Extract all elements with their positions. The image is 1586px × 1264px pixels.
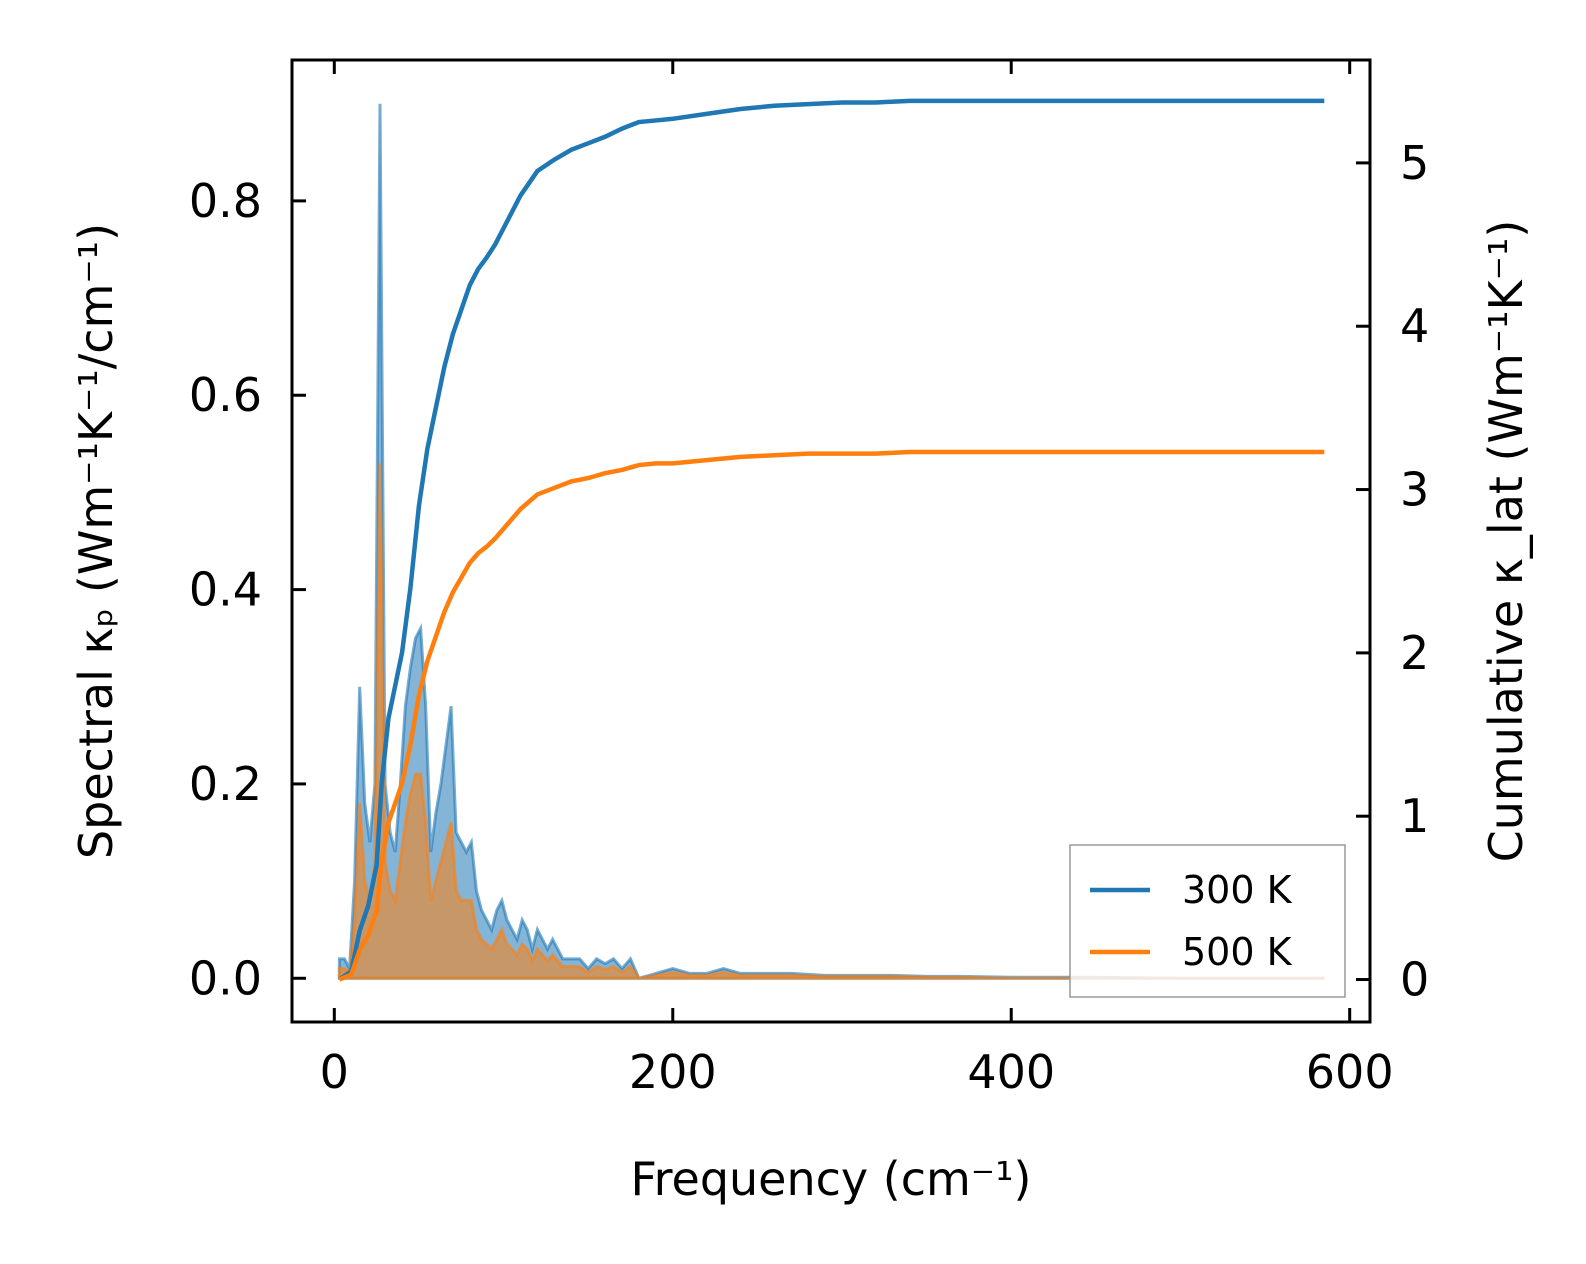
x-tick-label: 200 — [629, 1045, 717, 1099]
x-tick-label: 600 — [1306, 1045, 1394, 1099]
y-right-tick-label: 3 — [1400, 463, 1429, 517]
x-tick-label: 0 — [320, 1045, 349, 1099]
plot-frame — [290, 58, 1372, 1024]
line-layer — [338, 98, 1325, 982]
y-left-tick-label: 0.4 — [189, 563, 262, 617]
x-tick-label: 400 — [967, 1045, 1055, 1099]
legend-box — [1069, 844, 1346, 998]
y-right-tick-label: 4 — [1400, 299, 1429, 353]
y-left-tick-label: 0.2 — [189, 757, 262, 811]
y-axis-left-label: Spectral κₚ (Wm⁻¹K⁻¹/cm⁻¹) — [69, 223, 123, 859]
y-left-tick-label: 0.0 — [189, 951, 262, 1005]
spectral-fill-layer — [337, 103, 1325, 981]
y-left-tick-label: 0.6 — [189, 368, 262, 422]
tick-layer: 0 200 400 600 0.0 0.2 0.4 0.6 0.8 0 1 2 3 4 5 — [189, 60, 1429, 1099]
y-right-tick-label: 1 — [1400, 789, 1429, 843]
legend: 300 K 500 K — [1069, 844, 1346, 998]
y-right-tick-label: 2 — [1400, 626, 1429, 680]
cumulative-line-300k — [338, 98, 1325, 982]
y-right-tick-label: 5 — [1400, 136, 1429, 190]
cumulative-line-500k — [338, 449, 1325, 982]
spectral-area-500k — [337, 463, 1325, 980]
x-axis-label: Frequency (cm⁻¹) — [631, 1152, 1032, 1206]
legend-entry-label: 300 K — [1182, 868, 1293, 912]
y-right-tick-label: 0 — [1400, 953, 1429, 1007]
y-axis-right-label: Cumulative κ_lat (Wm⁻¹K⁻¹) — [1479, 220, 1533, 863]
y-left-tick-label: 0.8 — [189, 174, 262, 228]
legend-entry-label: 500 K — [1182, 930, 1293, 974]
